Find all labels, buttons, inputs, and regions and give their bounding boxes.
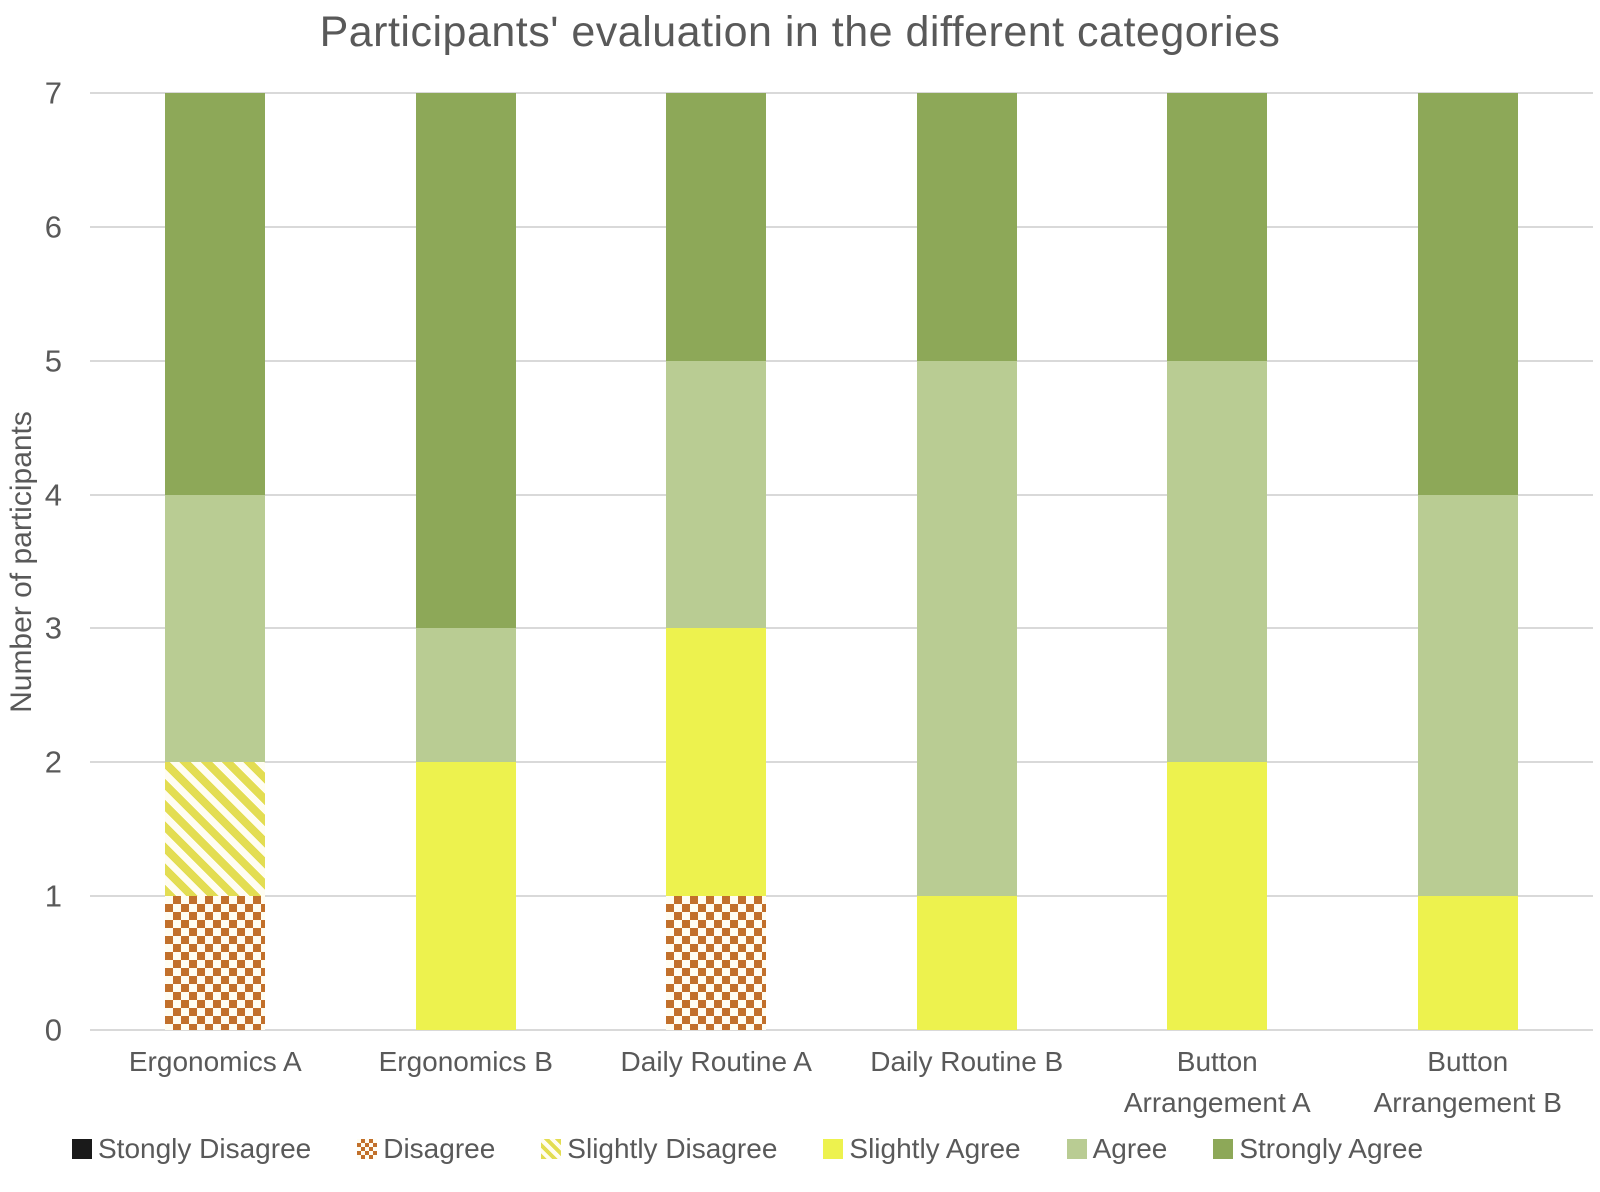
legend-marker-slightly_disagree <box>541 1139 562 1159</box>
bar-segment-agree <box>415 628 516 763</box>
y-tick-label: 1 <box>44 878 62 914</box>
y-axis-tick-labels: 7 6 5 4 3 2 1 0 <box>0 78 78 1046</box>
gridline <box>90 895 1593 898</box>
y-tick-label: 2 <box>44 744 62 780</box>
legend-label: Stongly Disagree <box>98 1133 312 1164</box>
stacked-bar-button-arrangement-a <box>1167 93 1268 1030</box>
bar-segment-strongly_agree <box>666 93 767 361</box>
bar-segment-agree <box>1417 494 1518 897</box>
bar-segment-disagree <box>666 896 767 1030</box>
bar-segment-slightly_agree <box>916 896 1017 1030</box>
bar-segment-agree <box>165 494 266 763</box>
bar-segment-slightly_agree <box>666 628 767 897</box>
chart-legend: Stongly Disagree Disagree Slightly Disagre… <box>72 1122 1540 1176</box>
bar-segment-agree <box>666 360 767 629</box>
legend-item-slightly_disagree: Slightly Disagree <box>541 1133 777 1165</box>
gridline <box>90 627 1593 630</box>
legend-label: Slightly Disagree <box>567 1133 778 1164</box>
stacked-bar-daily-routine-a <box>666 93 767 1030</box>
legend-item-slightly_agree: Slightly Agree <box>823 1133 1021 1165</box>
legend-marker-strongly_agree <box>1213 1139 1234 1159</box>
legend-item-stongly_disagree: Stongly Disagree <box>72 1133 311 1165</box>
bar-segment-strongly_agree <box>1167 93 1268 361</box>
x-category-label: Button Arrangement A <box>1123 1046 1311 1118</box>
stacked-bar-ergonomics-a <box>165 93 266 1030</box>
stacked-bar-daily-routine-b <box>916 93 1017 1030</box>
x-axis-category-labels: Ergonomics A Ergonomics B Daily Routine A D… <box>90 1042 1593 1123</box>
bar-segment-slightly_agree <box>1417 896 1518 1030</box>
y-tick-label: 6 <box>44 209 62 245</box>
legend-label: Slightly Agree <box>849 1133 1021 1164</box>
chart-title: Participants' evaluation in the differen… <box>319 8 1281 56</box>
y-tick-label: 7 <box>44 75 62 111</box>
stacked-bar-ergonomics-b <box>415 93 516 1030</box>
y-tick-label: 0 <box>44 1012 62 1048</box>
gridline <box>90 761 1593 764</box>
x-category-label: Daily Routine B <box>870 1046 1064 1077</box>
bar-slot <box>842 93 1093 1030</box>
bar-slot <box>591 93 842 1030</box>
gridline <box>90 1029 1593 1031</box>
legend-label: Agree <box>1092 1133 1168 1164</box>
plot-area <box>90 92 1593 1031</box>
legend-marker-stongly_disagree <box>72 1139 92 1159</box>
bar-slot <box>1092 93 1343 1030</box>
bar-slot <box>341 93 592 1030</box>
bar-segment-strongly_agree <box>1417 93 1518 495</box>
gridline <box>90 225 1593 228</box>
legend-label: Strongly Agree <box>1239 1133 1424 1164</box>
x-category-label: Ergonomics A <box>128 1046 302 1077</box>
legend-item-agree: Agree <box>1066 1133 1168 1165</box>
stacked-bar-button-arrangement-b <box>1417 93 1518 1030</box>
legend-label: Disagree <box>383 1133 496 1164</box>
bar-segment-strongly_agree <box>165 93 266 495</box>
gridlines-layer <box>90 92 1593 1031</box>
legend-marker-agree <box>1066 1139 1087 1159</box>
bar-segment-slightly_agree <box>415 762 516 1030</box>
legend-item-strongly_agree: Strongly Agree <box>1213 1133 1423 1165</box>
gridline <box>90 92 1593 94</box>
gridline <box>90 359 1593 362</box>
x-category-label: Ergonomics B <box>378 1046 553 1077</box>
y-tick-label: 3 <box>44 610 62 646</box>
bar-slot <box>1343 93 1594 1030</box>
gridline <box>90 493 1593 496</box>
bar-segment-agree <box>1167 360 1268 763</box>
bar-slot <box>90 93 341 1030</box>
bar-segment-strongly_agree <box>916 93 1017 361</box>
bar-segment-slightly_disagree <box>165 762 266 897</box>
bar-segment-agree <box>916 360 1017 897</box>
x-category-label: Daily Routine A <box>620 1046 812 1077</box>
y-tick-label: 4 <box>44 477 62 513</box>
legend-marker-disagree <box>357 1139 378 1159</box>
bars-layer <box>90 93 1593 1030</box>
x-category-label: Button Arrangement B <box>1373 1046 1562 1118</box>
y-tick-label: 5 <box>44 343 62 379</box>
bar-segment-slightly_agree <box>1167 762 1268 1030</box>
bar-segment-disagree <box>165 896 266 1030</box>
legend-item-disagree: Disagree <box>357 1133 495 1165</box>
legend-marker-slightly_agree <box>823 1139 844 1159</box>
bar-segment-strongly_agree <box>415 93 516 629</box>
